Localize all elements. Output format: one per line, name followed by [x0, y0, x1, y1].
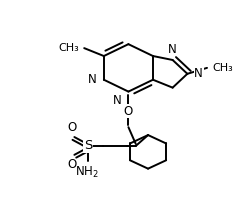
Text: CH₃: CH₃: [59, 43, 79, 53]
Text: N: N: [113, 94, 122, 107]
Text: O: O: [124, 105, 133, 118]
Text: N: N: [194, 67, 203, 80]
Text: NH$_2$: NH$_2$: [75, 165, 99, 180]
Text: O: O: [67, 121, 77, 134]
Text: CH₃: CH₃: [212, 63, 233, 73]
Text: O: O: [67, 158, 77, 171]
Text: S: S: [84, 139, 92, 152]
Text: N: N: [88, 73, 97, 86]
Text: N: N: [168, 43, 177, 56]
